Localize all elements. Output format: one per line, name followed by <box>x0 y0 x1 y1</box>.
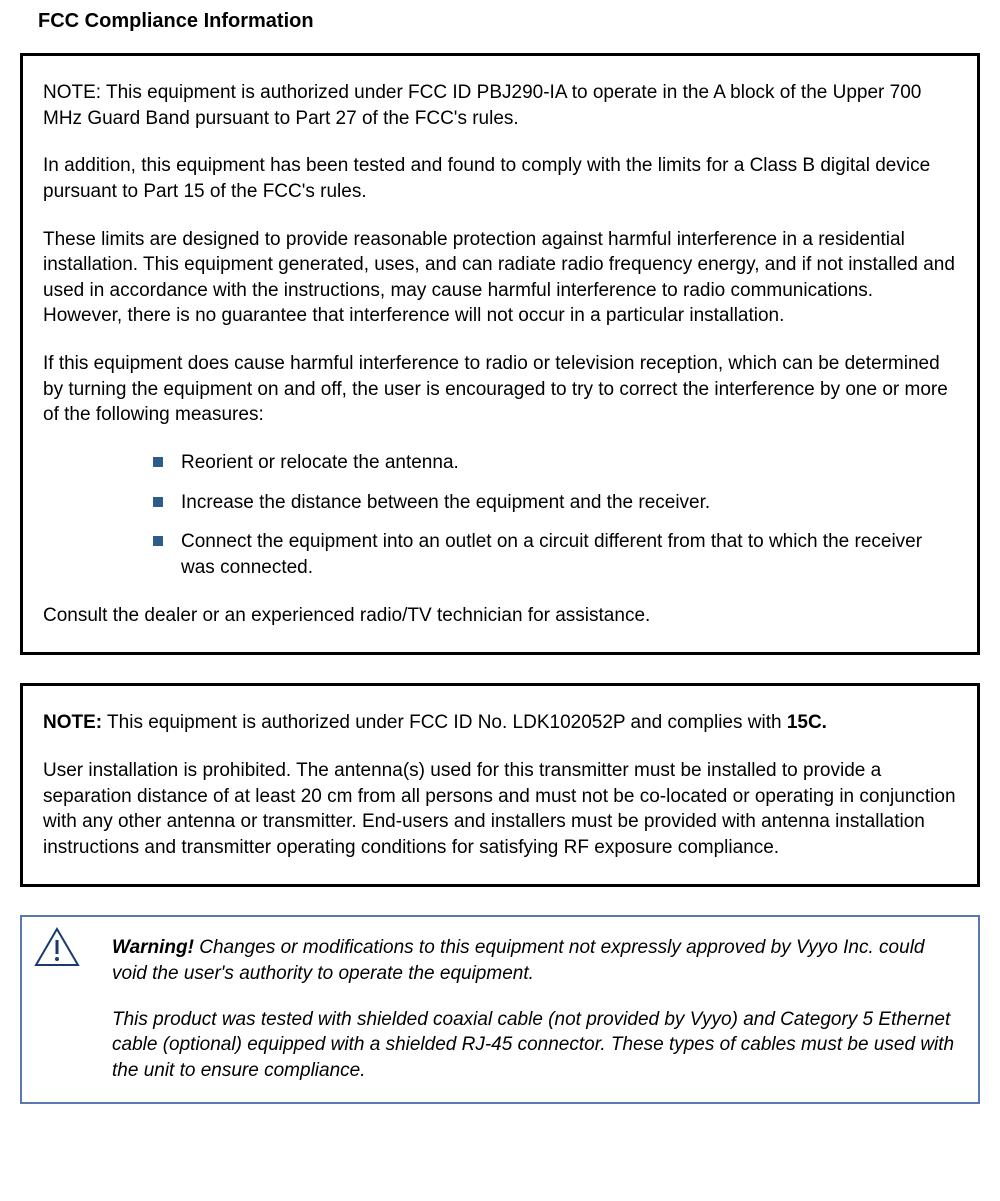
warning-content: Warning! Changes or modifications to thi… <box>112 935 958 1083</box>
note-paragraph: If this equipment does cause harmful int… <box>43 351 957 428</box>
note-paragraph: NOTE: This equipment is authorized under… <box>43 80 957 131</box>
list-item: Connect the equipment into an outlet on … <box>153 529 957 580</box>
note-label: NOTE: <box>43 712 102 733</box>
note-paragraph: These limits are designed to provide rea… <box>43 227 957 330</box>
warning-paragraph: Warning! Changes or modifications to thi… <box>112 935 958 986</box>
note-box-1: NOTE: This equipment is authorized under… <box>20 53 980 655</box>
note-bold: 15C. <box>787 712 827 733</box>
warning-box: Warning! Changes or modifications to thi… <box>20 915 980 1103</box>
warning-icon <box>34 927 80 972</box>
bullet-list: Reorient or relocate the antenna. Increa… <box>43 450 957 581</box>
note-paragraph: User installation is prohibited. The ant… <box>43 758 957 861</box>
list-item: Increase the distance between the equipm… <box>153 490 957 516</box>
warning-label: Warning! <box>112 937 194 958</box>
note-paragraph: Consult the dealer or an experienced rad… <box>43 603 957 629</box>
list-item: Reorient or relocate the antenna. <box>153 450 957 476</box>
note-paragraph: NOTE: This equipment is authorized under… <box>43 710 957 736</box>
warning-paragraph: This product was tested with shielded co… <box>112 1007 958 1084</box>
note-text: This equipment is authorized under FCC I… <box>102 712 787 733</box>
note-paragraph: In addition, this equipment has been tes… <box>43 153 957 204</box>
note-box-2: NOTE: This equipment is authorized under… <box>20 683 980 887</box>
warning-text: Changes or modifications to this equipme… <box>112 937 924 984</box>
page-title: FCC Compliance Information <box>38 10 980 33</box>
